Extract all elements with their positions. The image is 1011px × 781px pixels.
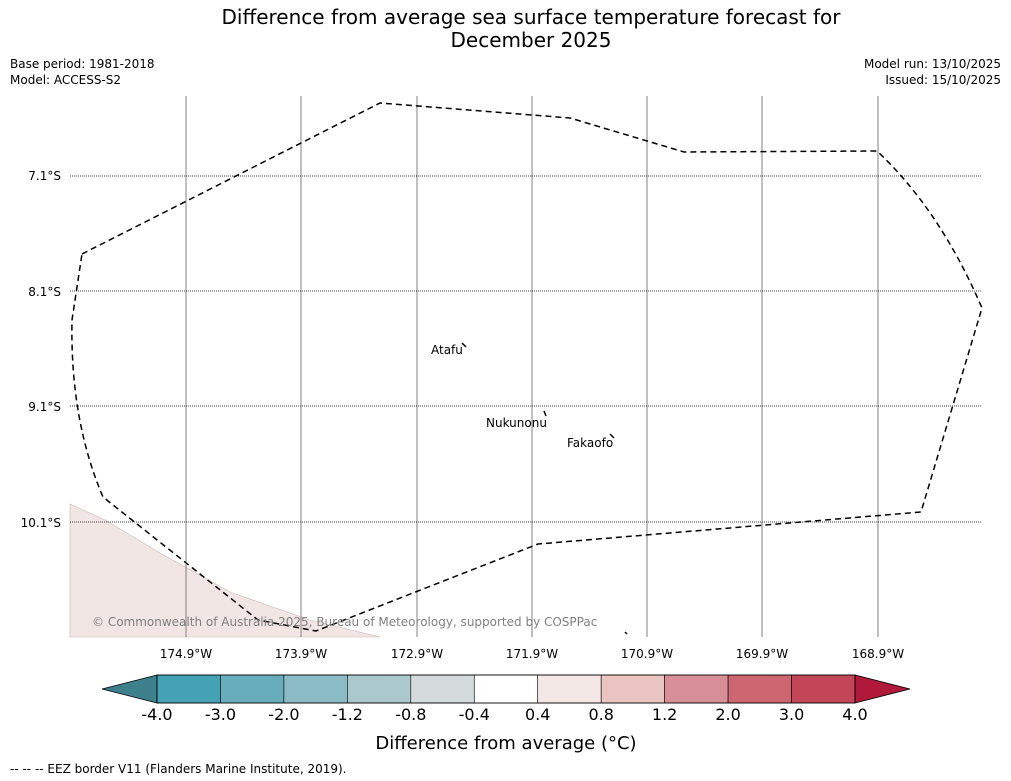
colorbar-segment	[283, 674, 348, 704]
colorbar-segments	[156, 674, 856, 704]
nukunonu-atoll-icon	[543, 410, 547, 417]
islet-icon	[624, 631, 628, 635]
eez-border	[71, 102, 983, 632]
latitude-labels: 7.1°S 8.1°S 9.1°S 10.1°S	[21, 169, 61, 530]
lat-label-8-1s: 8.1°S	[28, 285, 61, 299]
colorbar-tick-label: -1.2	[332, 705, 363, 724]
lon-label-169-9w: 169.9°W	[736, 647, 788, 661]
colorbar-tick-label: -4.0	[141, 705, 172, 724]
colorbar-tick-label: -3.0	[205, 705, 236, 724]
lon-label-173-9w: 173.9°W	[275, 647, 327, 661]
colorbar-tick-label: 4.0	[842, 705, 867, 724]
place-atafu: Atafu	[431, 343, 463, 357]
colorbar: -4.0 -3.0 -2.0 -1.2 -0.8 -0.4 0.4 0.8 1.2 2.0 3.0 4…	[101, 674, 911, 754]
colorbar-label: Difference from average (°C)	[375, 733, 636, 754]
colorbar-under-extension	[101, 674, 158, 704]
longitude-labels: 174.9°W 173.9°W 172.9°W 171.9°W 170.9°W …	[160, 647, 904, 661]
lon-label-168-9w: 168.9°W	[852, 647, 904, 661]
model-name: Model: ACCESS-S2	[10, 73, 122, 87]
colorbar-tick-label: -0.4	[459, 705, 490, 724]
colorbar-frame	[156, 674, 856, 704]
lon-label-172-9w: 172.9°W	[391, 647, 443, 661]
colorbar-segment	[220, 674, 285, 704]
colorbar-tick-label: 0.8	[588, 705, 613, 724]
colorbar-tick-label: 1.2	[652, 705, 677, 724]
meta-left: Base period: 1981-2018 Model: ACCESS-S2	[10, 56, 155, 88]
colorbar-segment	[791, 674, 856, 704]
title-line-2: December 2025	[450, 28, 612, 52]
colorbar-tick-label: -0.8	[395, 705, 426, 724]
colorbar-segment	[537, 674, 602, 704]
model-run: Model run: 13/10/2025	[863, 57, 1001, 71]
place-fakaofo: Fakaofo	[567, 436, 613, 450]
meta-right: Model run: 13/10/2025 Issued: 15/10/2025	[864, 56, 1001, 88]
colorbar-segment	[727, 674, 792, 704]
anomaly-shaded-region	[69, 503, 381, 638]
colorbar-tick-label: 2.0	[715, 705, 740, 724]
colorbar-tick-label: 3.0	[779, 705, 804, 724]
colorbar-tick-labels: -4.0 -3.0 -2.0 -1.2 -0.8 -0.4 0.4 0.8 1.2 2.0 3.0 4…	[141, 705, 867, 724]
fakaofo-atoll-icon	[609, 433, 615, 439]
islands	[461, 342, 628, 635]
colorbar-segment	[156, 674, 221, 704]
colorbar-tick-label: -2.0	[268, 705, 299, 724]
place-labels: Atafu Nukunonu Fakaofo	[431, 343, 613, 450]
copyright-text: © Commonwealth of Australia 2025, Bureau…	[92, 615, 597, 629]
lat-label-9-1s: 9.1°S	[28, 400, 61, 414]
colorbar-segment	[347, 674, 412, 704]
meridian-lines	[185, 96, 879, 637]
chart-title: Difference from average sea surface temp…	[0, 6, 1011, 52]
title-line-1: Difference from average sea surface temp…	[221, 5, 841, 29]
place-nukunonu: Nukunonu	[486, 416, 547, 430]
colorbar-over-extension	[854, 674, 911, 704]
footer-legend: -- -- -- EEZ border V11 (Flanders Marine…	[10, 762, 347, 776]
colorbar-tick-label: 0.4	[525, 705, 550, 724]
lon-label-171-9w: 171.9°W	[506, 647, 558, 661]
atafu-atoll-icon	[461, 342, 467, 348]
colorbar-segment	[410, 674, 475, 704]
base-period: Base period: 1981-2018	[10, 57, 155, 71]
parallel-lines	[70, 175, 982, 523]
issued-date: Issued: 15/10/2025	[885, 73, 1001, 87]
lat-label-10-1s: 10.1°S	[21, 516, 61, 530]
lon-label-170-9w: 170.9°W	[621, 647, 673, 661]
colorbar-segment	[473, 674, 539, 704]
lon-label-174-9w: 174.9°W	[160, 647, 212, 661]
lat-label-7-1s: 7.1°S	[28, 169, 61, 183]
colorbar-segment	[664, 674, 729, 704]
colorbar-segment	[600, 674, 665, 704]
